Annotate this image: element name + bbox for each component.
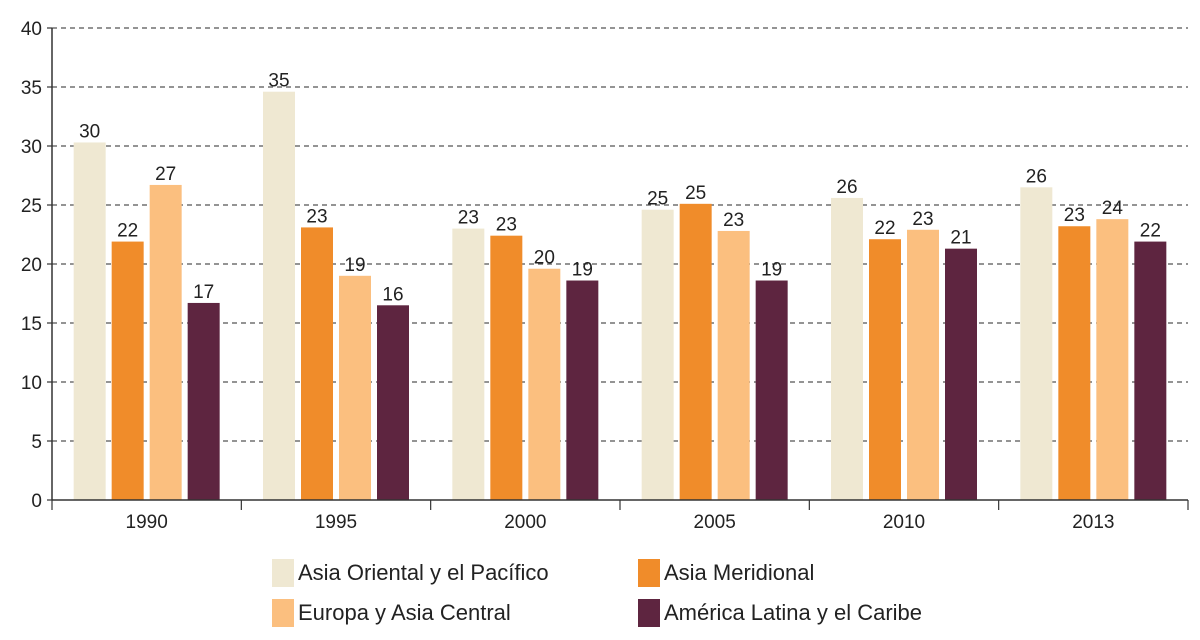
bar [339,275,371,500]
y-tick-label: 5 [31,432,42,453]
bar [945,248,977,500]
data-label: 16 [382,284,403,305]
y-tick-label: 25 [21,196,42,217]
bar [452,228,485,500]
data-label: 23 [496,215,517,236]
data-label: 22 [1140,221,1161,242]
legend-label: Asia Oriental y el Pacífico [298,560,549,585]
legend-swatch [272,599,294,627]
data-label: 30 [79,121,100,142]
legend-item-asia-meridional: Asia Meridional [638,556,814,590]
data-label: 25 [647,189,668,210]
x-tick-label: 2013 [1072,512,1114,533]
legend-label: Europa y Asia Central [298,600,511,625]
data-label: 23 [912,209,933,230]
data-label: 23 [723,210,744,231]
data-label: 21 [950,228,971,249]
bar [831,197,863,501]
y-tick-label: 10 [21,373,42,394]
bar [149,184,182,500]
bar [907,229,939,500]
y-tick-label: 15 [21,314,42,335]
data-label: 26 [836,177,857,198]
y-tick-label: 0 [31,491,42,512]
bar [1096,219,1129,500]
bars [73,91,1167,501]
bar [1058,226,1091,501]
bar [490,235,523,500]
bar [73,142,106,500]
bar [377,305,409,500]
bar [566,280,599,500]
data-label: 26 [1026,166,1047,187]
data-label: 17 [193,282,214,303]
bar-chart: 30 22 27 17 35 23 19 16 23 23 20 19 25 25 23 19 26 22 23 21… [21,19,1189,533]
bar [301,227,333,501]
bar [679,203,712,500]
legend-label: Asia Meridional [664,560,815,585]
data-label: 27 [155,164,176,185]
y-tick-label: 30 [21,137,42,158]
legend-label: América Latina y el Caribe [664,600,923,625]
x-axis-ticks: 1990 1995 2000 2005 2010 2013 [126,512,1115,533]
legend-swatch [638,559,660,587]
data-label: 23 [306,206,327,227]
bar [187,302,220,500]
x-tick-label: 2010 [883,512,925,533]
x-tick-label: 2005 [694,512,736,533]
bar [869,239,901,500]
bar [641,209,674,500]
legend-item-europa-asia-central: Europa y Asia Central [272,596,511,630]
y-tick-label: 35 [21,78,42,99]
legend-item-america-latina: América Latina y el Caribe [638,596,922,630]
y-axis-ticks: 0 5 10 15 20 25 30 35 40 [21,19,42,512]
legend-swatch [272,559,294,587]
bar [263,91,295,500]
bar [111,241,144,500]
data-label: 19 [761,260,782,281]
data-label: 22 [874,218,895,239]
legend-item-asia-oriental: Asia Oriental y el Pacífico [272,556,549,590]
data-labels: 30 22 27 17 35 23 19 16 23 23 20 19 25 25 23 19 26 22 23 21… [79,71,1161,306]
data-label: 35 [268,71,289,92]
x-tick-label: 1990 [126,512,168,533]
bar [1134,241,1167,500]
data-label: 24 [1102,198,1124,219]
axes [47,27,1189,510]
bar [1020,187,1053,501]
y-tick-label: 40 [21,19,42,40]
data-label: 25 [685,183,706,204]
data-label: 19 [344,255,365,276]
bar [528,268,561,500]
data-label: 22 [117,221,138,242]
x-tick-label: 1995 [315,512,357,533]
data-label: 20 [534,248,555,269]
data-label: 23 [458,208,479,229]
bar [755,280,788,500]
data-label: 19 [572,260,593,281]
bar [717,230,750,500]
x-tick-label: 2000 [504,512,546,533]
y-tick-label: 20 [21,255,42,276]
data-label: 23 [1064,205,1085,226]
legend-swatch [638,599,660,627]
grid-lines [52,27,1188,442]
